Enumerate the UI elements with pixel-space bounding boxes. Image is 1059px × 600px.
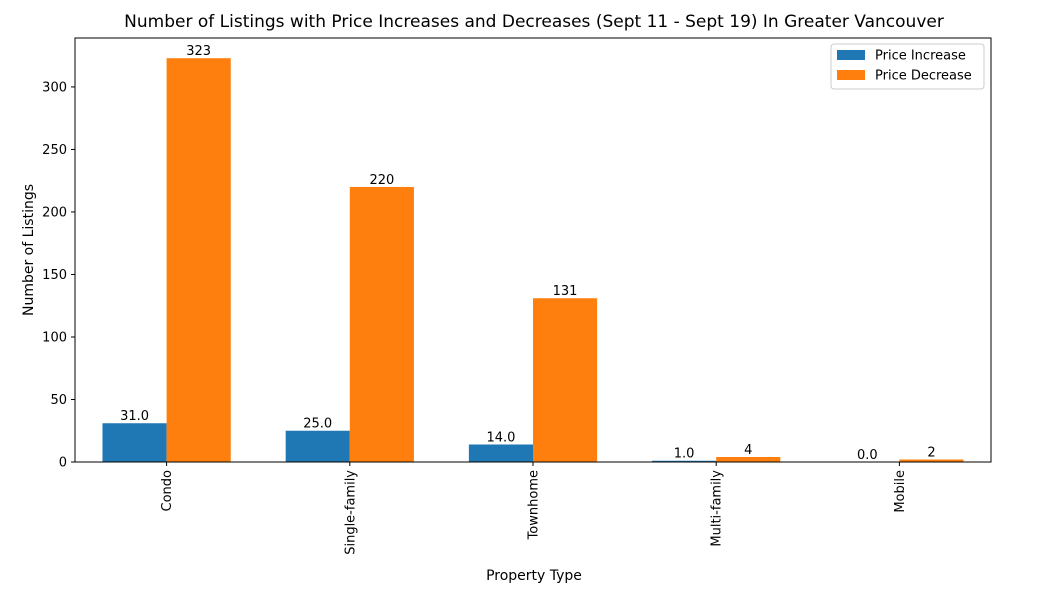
chart-title: Number of Listings with Price Increases … — [124, 12, 944, 32]
legend-box — [830, 43, 985, 90]
bar-value-label: 2 — [927, 445, 935, 460]
y-tick-label: 300 — [42, 80, 67, 95]
bar-value-label: 1.0 — [674, 447, 695, 462]
x-tick-label: Condo — [160, 470, 175, 512]
y-tick-label: 250 — [42, 143, 67, 158]
bar-value-label: 31.0 — [120, 409, 149, 424]
bar-value-label: 4 — [744, 443, 752, 458]
bar-price-increase-townhome — [468, 444, 533, 462]
x-tick-label: Single-family — [343, 470, 358, 555]
bar-price-decrease-mobile — [899, 459, 964, 462]
bar-price-decrease-townhome — [533, 298, 598, 462]
y-axis-label: Number of Listings — [21, 184, 37, 316]
bar-value-label: 14.0 — [486, 430, 515, 445]
bars-layer: 31.0 323 25.0 220 14.0 131 1.0 4 0.0 2 — [102, 44, 964, 463]
y-tick-label: 150 — [42, 268, 67, 283]
axes-layer: 0 50 100 150 200 250 300 Condo Single-family Town… — [42, 37, 992, 555]
y-tick-label: 200 — [42, 205, 67, 220]
legend-label: Price Decrease — [875, 69, 972, 84]
y-tick-label: 100 — [42, 330, 67, 345]
x-tick-label: Townhome — [527, 470, 542, 540]
bar-price-increase-condo — [102, 423, 167, 462]
y-tick-label: 50 — [50, 393, 67, 408]
bar-price-decrease-multi-family — [716, 456, 781, 462]
bar-price-decrease-condo — [166, 58, 231, 462]
legend: Price Increase Price Decrease — [830, 43, 985, 90]
y-tick-label: 0 — [59, 456, 67, 471]
x-axis-label: Property Type — [486, 568, 582, 584]
legend-swatch — [837, 70, 865, 80]
legend-label: Price Increase — [875, 49, 966, 64]
bar-price-increase-multi-family — [652, 460, 717, 462]
x-tick-label: Mobile — [893, 470, 908, 513]
legend-swatch — [837, 50, 865, 60]
bar-value-label: 131 — [553, 284, 578, 299]
x-tick-label: Multi-family — [710, 470, 725, 547]
bar-price-increase-single-family — [285, 430, 350, 462]
bar-price-decrease-single-family — [349, 186, 414, 462]
bar-value-label: 323 — [186, 44, 211, 59]
bar-value-label: 25.0 — [303, 417, 332, 432]
bar-value-label: 220 — [369, 173, 394, 188]
bar-value-label: 0.0 — [857, 448, 878, 463]
